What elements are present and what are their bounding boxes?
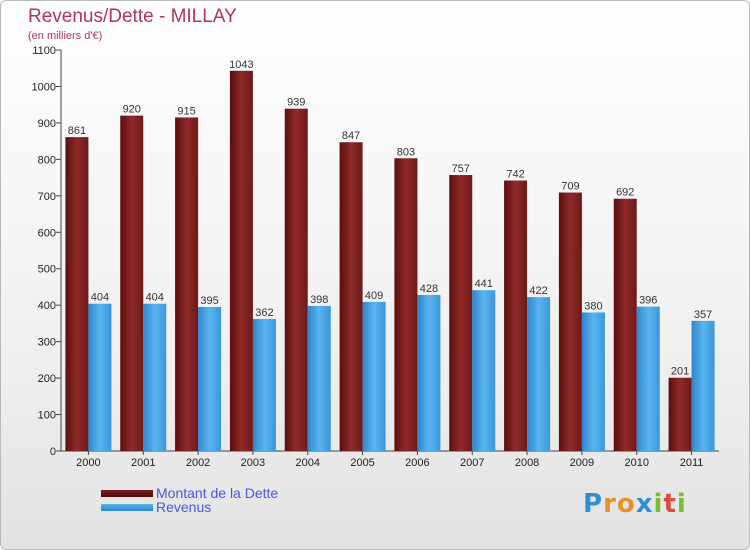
bar-debt bbox=[120, 115, 144, 452]
y-tick-label: 500 bbox=[38, 264, 56, 276]
axes: 0 100 200 300 400 500 600 700 800 900 1000 1100 2000… bbox=[32, 45, 719, 469]
bar-revenus bbox=[472, 290, 496, 451]
y-tick-label: 700 bbox=[38, 191, 56, 203]
logo-letter: P bbox=[583, 489, 604, 519]
x-tick-label: 2002 bbox=[186, 457, 210, 469]
bar-revenus bbox=[581, 312, 605, 451]
data-label-debt: 1043 bbox=[229, 59, 253, 71]
chart-subtitle: (en milliers d'€) bbox=[28, 30, 103, 42]
data-label-debt: 742 bbox=[506, 169, 524, 181]
logo-letter: i bbox=[676, 489, 687, 519]
bar-revenus bbox=[527, 297, 551, 451]
y-tick-label: 1000 bbox=[32, 81, 56, 93]
chart-title: Revenus/Dette - MILLAY bbox=[28, 6, 237, 27]
data-label-debt: 757 bbox=[452, 163, 470, 175]
y-tick-label: 200 bbox=[38, 373, 56, 385]
bar-revenus bbox=[417, 294, 441, 451]
data-label-revenus: 409 bbox=[365, 290, 383, 302]
logo-letter: r bbox=[603, 489, 617, 519]
data-label-debt: 920 bbox=[123, 104, 141, 116]
bar-debt bbox=[175, 117, 199, 451]
y-tick-label: 400 bbox=[38, 300, 56, 312]
bar-debt bbox=[449, 175, 473, 451]
y-tick-label: 300 bbox=[38, 337, 56, 349]
y-tick-label: 1100 bbox=[32, 45, 56, 57]
x-tick-label: 2001 bbox=[131, 457, 155, 469]
bar-revenus bbox=[198, 307, 222, 451]
data-label-debt: 861 bbox=[68, 125, 86, 137]
data-label-revenus: 396 bbox=[639, 295, 657, 307]
logo-letter: i bbox=[653, 489, 664, 519]
bar-revenus bbox=[88, 303, 112, 451]
legend-label-revenus: Revenus bbox=[156, 499, 212, 515]
data-label-debt: 709 bbox=[561, 181, 579, 193]
data-label-revenus: 404 bbox=[146, 292, 164, 304]
x-tick-label: 2011 bbox=[680, 457, 704, 469]
data-label-revenus: 422 bbox=[529, 285, 547, 297]
x-tick-label: 2000 bbox=[76, 457, 100, 469]
data-label-debt: 939 bbox=[287, 97, 305, 109]
y-tick-label: 900 bbox=[38, 118, 56, 130]
data-label-revenus: 395 bbox=[200, 295, 218, 307]
data-label-revenus: 441 bbox=[475, 278, 493, 290]
y-tick-label: 600 bbox=[38, 227, 56, 239]
data-label-debt: 692 bbox=[616, 187, 634, 199]
data-label-revenus: 404 bbox=[91, 292, 109, 304]
bar-debt bbox=[394, 158, 418, 451]
logo-letter: x bbox=[635, 489, 654, 519]
y-tick-label: 0 bbox=[50, 446, 56, 458]
bar-debt bbox=[284, 108, 308, 451]
bars bbox=[65, 70, 715, 452]
x-tick-label: 2009 bbox=[570, 457, 594, 469]
legend-swatch-revenus bbox=[101, 504, 153, 511]
bar-revenus bbox=[307, 305, 331, 451]
x-tick-label: 2006 bbox=[405, 457, 429, 469]
bar-debt bbox=[229, 70, 253, 452]
data-label-revenus: 428 bbox=[420, 283, 438, 295]
bar-debt bbox=[668, 377, 692, 451]
bar-debt bbox=[339, 142, 363, 452]
data-label-debt: 201 bbox=[671, 366, 689, 378]
proxiti-logo: Proxiti bbox=[583, 489, 687, 519]
logo-letter: o bbox=[616, 489, 636, 519]
x-tick-label: 2007 bbox=[460, 457, 484, 469]
data-label-debt: 803 bbox=[397, 146, 415, 158]
bar-revenus bbox=[636, 306, 660, 451]
logo-letter: t bbox=[663, 489, 677, 519]
data-label-revenus: 357 bbox=[694, 309, 712, 321]
x-tick-label: 2005 bbox=[350, 457, 374, 469]
data-labels: 861 404 920 404 915 395 1043 362 939 398 847 409 803… bbox=[68, 59, 713, 378]
y-tick-label: 100 bbox=[38, 410, 56, 422]
bar-revenus bbox=[252, 319, 276, 451]
bar-revenus bbox=[362, 301, 386, 451]
data-label-revenus: 398 bbox=[310, 294, 328, 306]
legend-label-debt: Montant de la Dette bbox=[156, 485, 279, 501]
bar-revenus bbox=[143, 303, 167, 451]
data-label-debt: 847 bbox=[342, 130, 360, 142]
bar-debt bbox=[504, 180, 528, 452]
data-label-revenus: 380 bbox=[584, 300, 602, 312]
x-tick-label: 2004 bbox=[296, 457, 320, 469]
bar-debt bbox=[613, 198, 637, 451]
x-tick-label: 2010 bbox=[625, 457, 649, 469]
legend-swatch-debt bbox=[101, 490, 153, 497]
bar-debt bbox=[65, 137, 89, 452]
bar-revenus bbox=[691, 320, 715, 451]
x-tick-label: 2008 bbox=[515, 457, 539, 469]
data-label-revenus: 362 bbox=[255, 307, 273, 319]
y-tick-label: 800 bbox=[38, 154, 56, 166]
x-tick-label: 2003 bbox=[241, 457, 265, 469]
bar-debt bbox=[558, 192, 582, 451]
data-label-debt: 915 bbox=[177, 105, 195, 117]
